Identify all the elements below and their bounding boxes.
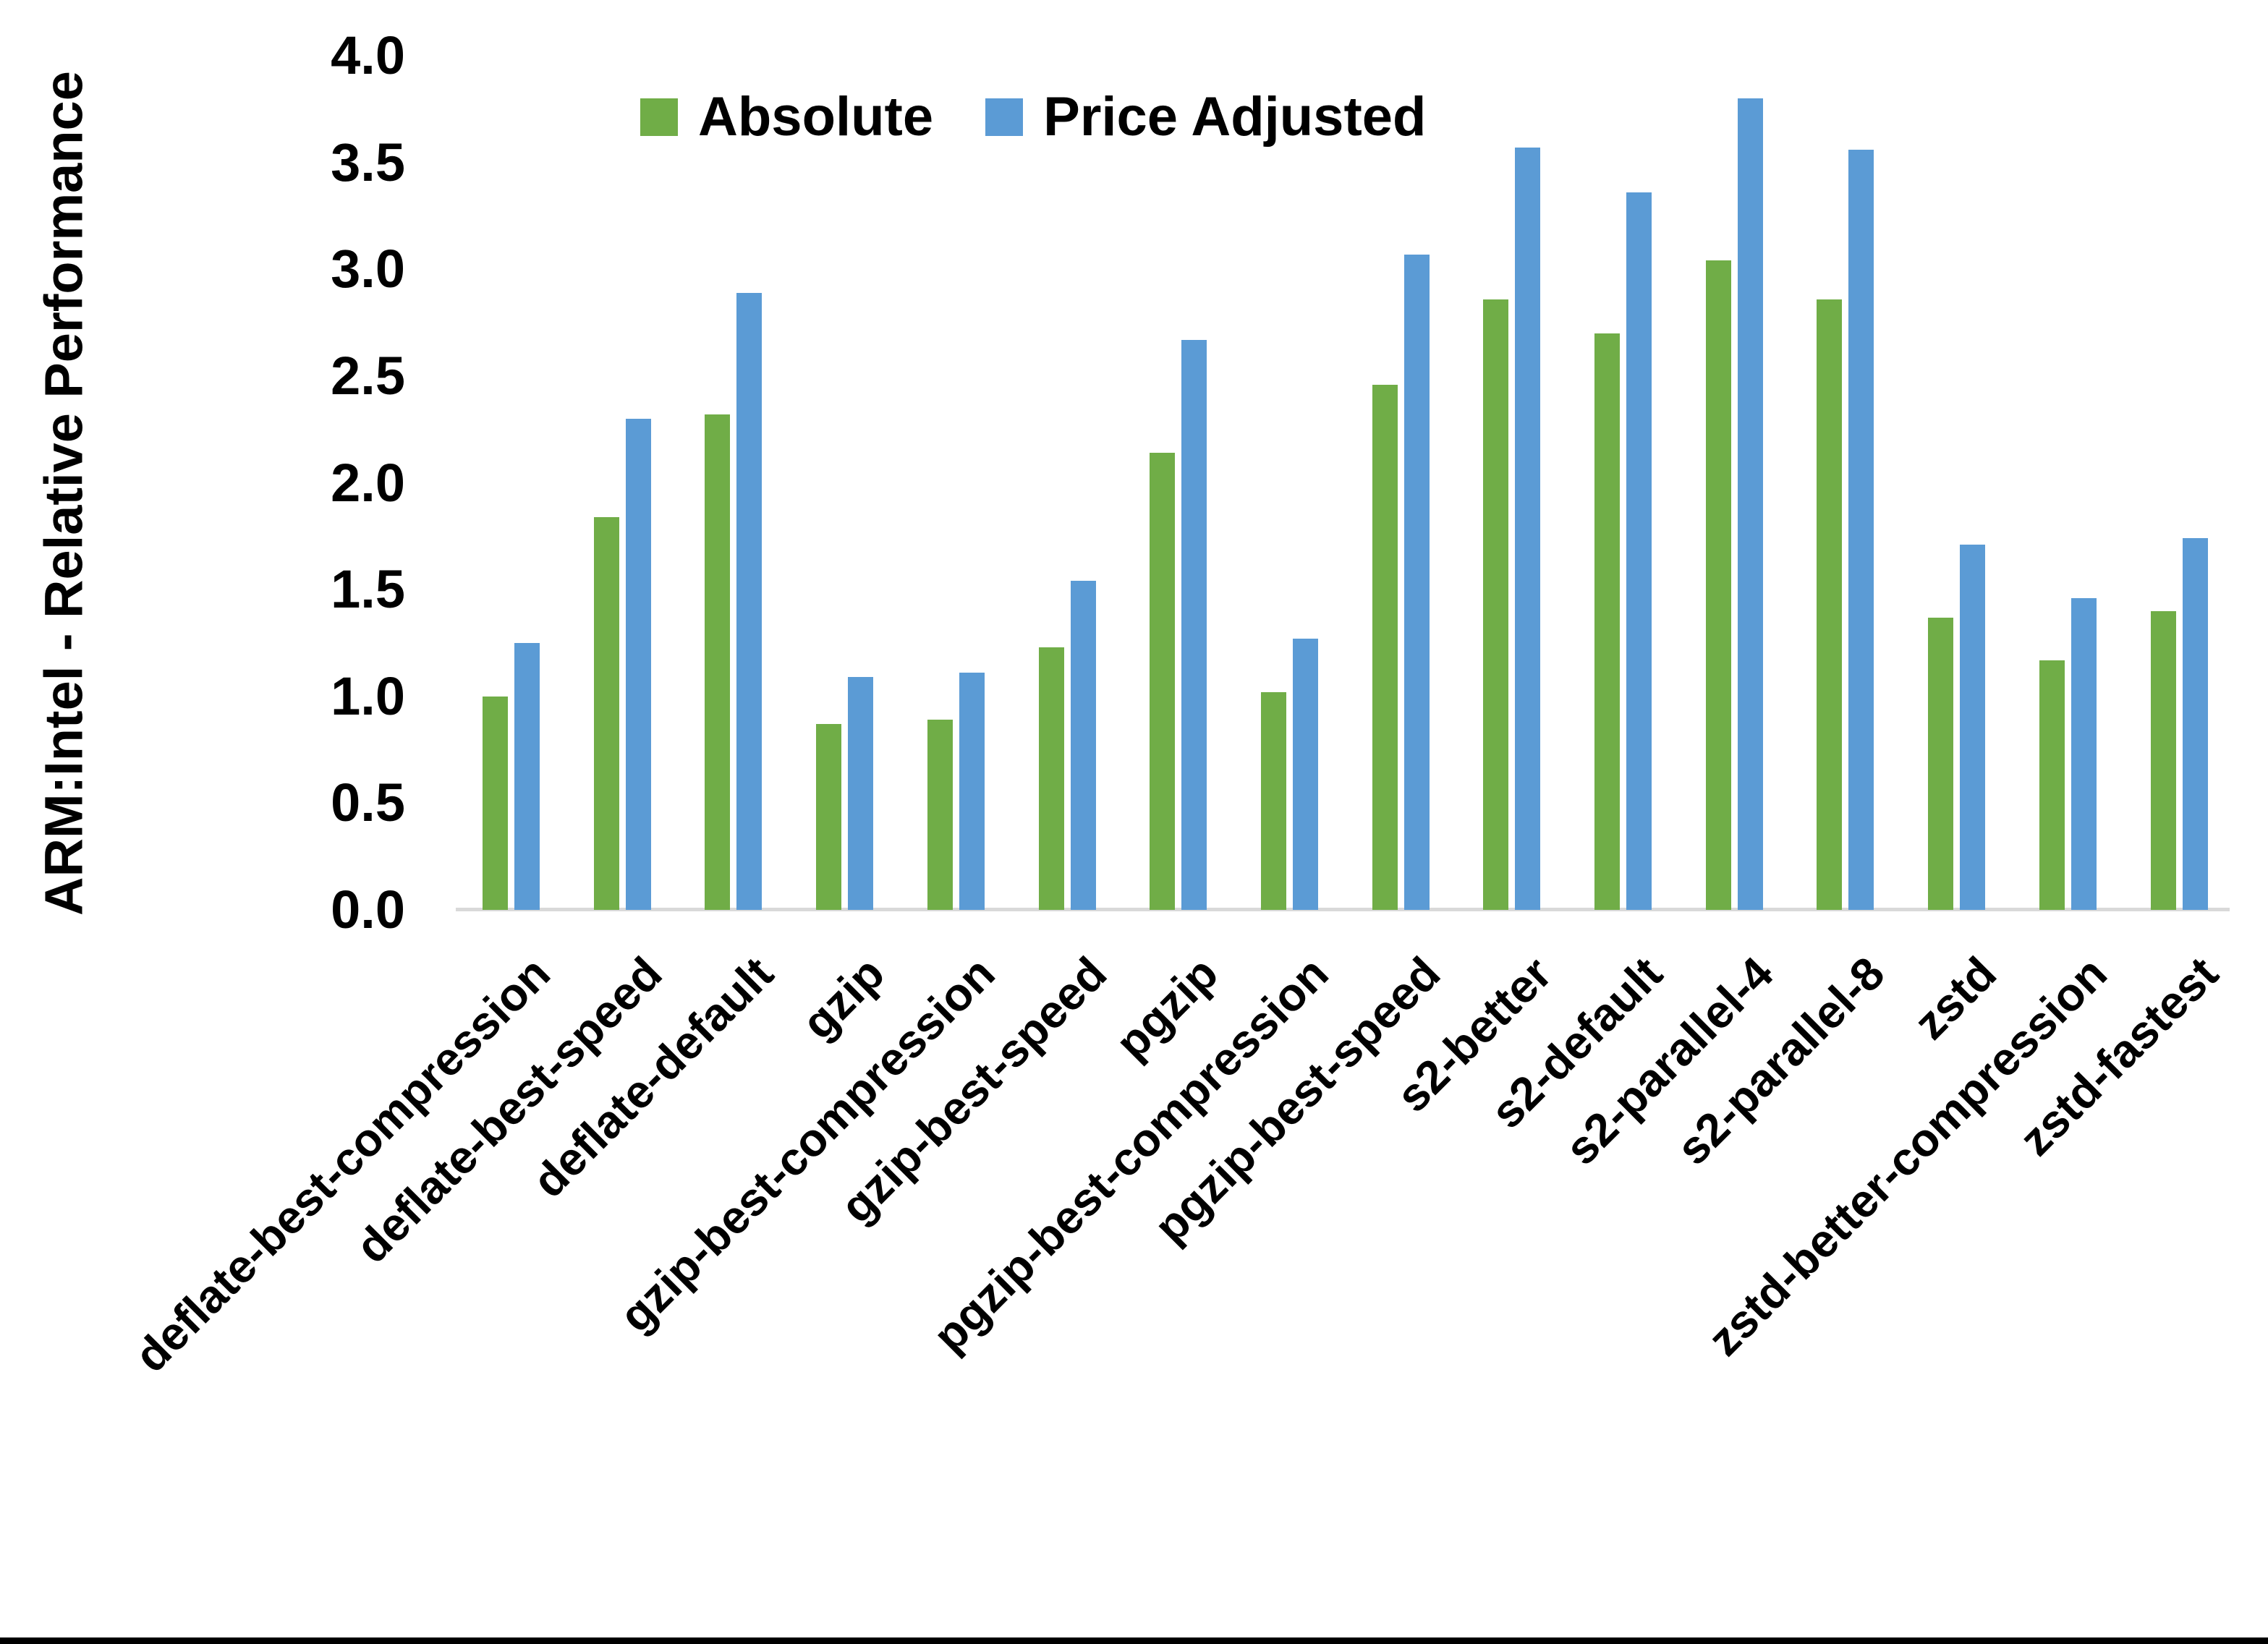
window-bottom-border (0, 1637, 2268, 1644)
bar-absolute-zstd (1928, 618, 1953, 910)
bar-price-adjusted-zstd (1960, 545, 1985, 910)
bar-absolute-deflate-default (705, 414, 730, 910)
bar-price-adjusted-deflate-best-speed (626, 419, 651, 910)
bar-absolute-pgzip-best-speed (1372, 385, 1398, 910)
bar-price-adjusted-zstd-fastest (2183, 538, 2208, 910)
bar-absolute-zstd-better-compression (2039, 660, 2065, 910)
bar-absolute-gzip-best-speed (1039, 647, 1064, 910)
bar-absolute-s2-better (1483, 299, 1508, 910)
legend: Absolute Price Adjusted (640, 85, 1426, 148)
bar-absolute-pgzip-best-compression (1261, 692, 1286, 910)
bar-price-adjusted-zstd-better-compression (2071, 598, 2097, 910)
x-tick-label-deflate-best-compression: deflate-best-compression (124, 947, 561, 1382)
bar-price-adjusted-s2-parallel-4 (1738, 98, 1763, 910)
x-axis-line (456, 908, 2230, 911)
bar-absolute-s2-default (1594, 333, 1620, 910)
legend-swatch-absolute (640, 98, 678, 136)
bar-price-adjusted-gzip-best-compression (959, 673, 985, 910)
legend-label-absolute: Absolute (698, 86, 934, 148)
bar-absolute-gzip (816, 724, 841, 910)
bar-price-adjusted-deflate-default (736, 293, 762, 910)
bar-absolute-zstd-fastest (2151, 611, 2176, 910)
bar-price-adjusted-pgzip-best-speed (1404, 255, 1430, 910)
legend-swatch-price-adjusted (985, 98, 1024, 136)
legend-item-price-adjusted: Price Adjusted (985, 85, 1426, 148)
bar-absolute-gzip-best-compression (927, 720, 953, 910)
y-axis-title: ARM:Intel - Relative Performance (33, 71, 94, 916)
legend-item-absolute: Absolute (640, 85, 933, 148)
bar-price-adjusted-pgzip-best-compression (1293, 639, 1318, 910)
bar-absolute-pgzip (1150, 453, 1175, 910)
bar-price-adjusted-s2-better (1515, 148, 1540, 910)
bar-absolute-deflate-best-speed (594, 517, 619, 910)
legend-label-price-adjusted: Price Adjusted (1043, 86, 1427, 148)
bar-absolute-s2-parallel-8 (1817, 299, 1842, 910)
bar-absolute-deflate-best-compression (483, 697, 508, 910)
bar-price-adjusted-s2-parallel-8 (1848, 150, 1874, 910)
bar-absolute-s2-parallel-4 (1706, 260, 1731, 910)
x-tick-label-gzip: gzip (791, 947, 895, 1049)
bar-price-adjusted-deflate-best-compression (514, 643, 540, 910)
bar-price-adjusted-s2-default (1626, 192, 1652, 910)
x-tick-label-zstd: zstd (1903, 947, 2007, 1049)
bar-price-adjusted-gzip (848, 677, 873, 910)
bar-price-adjusted-gzip-best-speed (1071, 581, 1096, 910)
bar-price-adjusted-pgzip (1181, 340, 1207, 910)
